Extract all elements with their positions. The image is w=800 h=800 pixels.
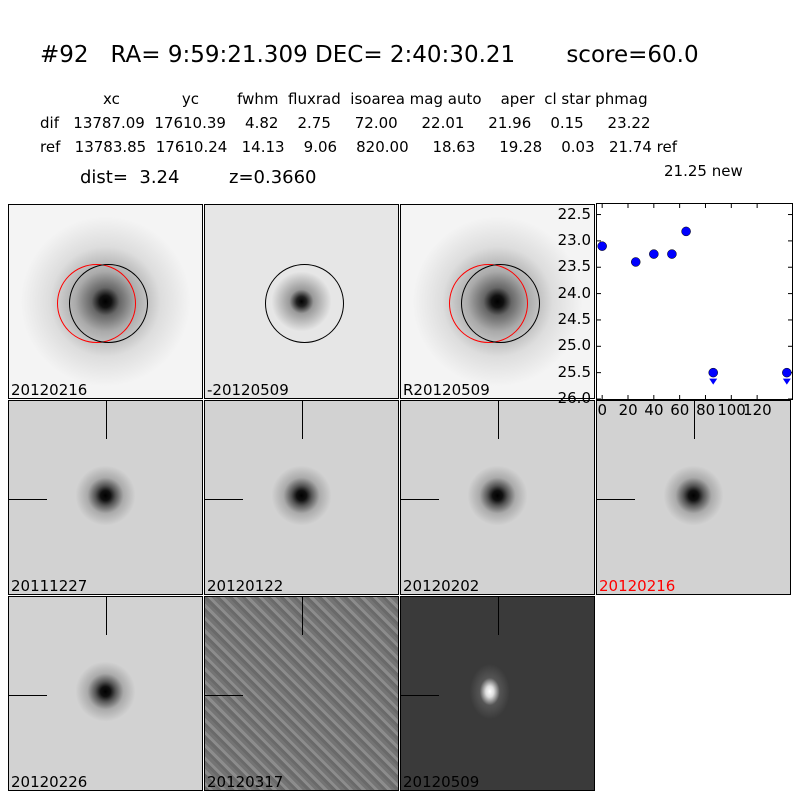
x-tick-label: 20 (618, 401, 638, 419)
x-tick-label: 120 (743, 401, 772, 419)
aperture-circle (265, 264, 344, 343)
redshift-value: z=0.3660 (229, 167, 317, 188)
crosshair-horizontal (401, 695, 439, 696)
light-curve-plot (596, 203, 793, 400)
crosshair-vertical (498, 401, 499, 439)
y-tick-label: 23.5 (557, 257, 591, 276)
stamp--20120509: -20120509 (204, 204, 399, 399)
stamp-date-label: -20120509 (207, 381, 289, 399)
stamp-20120122: 20120122 (204, 400, 399, 595)
aperture-circle (69, 264, 148, 343)
crosshair-vertical (694, 401, 695, 439)
stamp-date-label: 20120317 (207, 773, 284, 791)
stamp-20120226: 20120226 (8, 596, 203, 791)
stamp-date-label: 20120202 (403, 577, 480, 595)
y-tick-label: 23.0 (557, 230, 591, 249)
stamp-date-label: 20120122 (207, 577, 284, 595)
upper-limit-marker (782, 378, 791, 385)
y-tick-label: 25.0 (557, 336, 591, 355)
crosshair-horizontal (205, 499, 243, 500)
stamp-20111227: 20111227 (8, 400, 203, 595)
y-tick-label: 24.5 (557, 309, 591, 328)
stamp-date-label: 20120509 (403, 773, 480, 791)
figure-title: #92 RA= 9:59:21.309 DEC= 2:40:30.21 scor… (40, 42, 699, 68)
crosshair-vertical (302, 597, 303, 635)
y-tick-label: 24.0 (557, 283, 591, 302)
aperture-circle (461, 264, 540, 343)
stamp-20120509: 20120509 (400, 596, 595, 791)
stamp-R20120509: R20120509 (400, 204, 595, 399)
data-point (649, 249, 659, 259)
x-tick-label: 0 (597, 401, 607, 419)
crosshair-horizontal (9, 695, 47, 696)
stamp-date-label: 20111227 (11, 577, 88, 595)
crosshair-horizontal (9, 499, 47, 500)
data-point (708, 367, 718, 378)
crosshair-vertical (106, 401, 107, 439)
dif-row: dif 13787.09 17610.39 4.82 2.75 72.00 22… (40, 114, 651, 132)
x-tick-label: 60 (670, 401, 690, 419)
dist-value: dist= 3.24 (80, 167, 180, 188)
stamp-20120216: 20120216 (596, 400, 791, 595)
data-point (681, 226, 691, 237)
y-tick-label: 22.5 (557, 204, 591, 223)
upper-limit-marker (709, 378, 718, 385)
stamp-date-label: 20120216 (599, 577, 676, 595)
crosshair-vertical (106, 597, 107, 635)
stamp-20120317: 20120317 (204, 596, 399, 791)
crosshair-vertical (302, 401, 303, 439)
data-point (597, 241, 607, 251)
x-tick-label: 80 (696, 401, 716, 419)
crosshair-horizontal (205, 695, 243, 696)
column-headers: xc yc fwhm fluxrad isoarea mag auto aper… (103, 90, 648, 108)
y-tick-label: 26.0 (557, 389, 591, 407)
x-tick-label: 40 (644, 401, 664, 419)
y-tick-label: 25.5 (557, 362, 591, 381)
stamp-date-label: R20120509 (403, 381, 490, 399)
ref-row: ref 13783.85 17610.24 14.13 9.06 820.00 … (40, 138, 678, 156)
light-curve-svg (597, 204, 792, 399)
new-mag: 21.25 new (664, 162, 743, 180)
crosshair-horizontal (401, 499, 439, 500)
stamp-date-label: 20120226 (11, 773, 88, 791)
crosshair-vertical (498, 597, 499, 635)
stamp-date-label: 20120216 (11, 381, 88, 399)
crosshair-horizontal (597, 499, 635, 500)
data-point (667, 249, 677, 259)
data-point (630, 257, 641, 267)
stamp-20120202: 20120202 (400, 400, 595, 595)
data-point (782, 367, 792, 378)
x-tick-label: 100 (717, 401, 746, 419)
stamp-20120216: 20120216 (8, 204, 203, 399)
